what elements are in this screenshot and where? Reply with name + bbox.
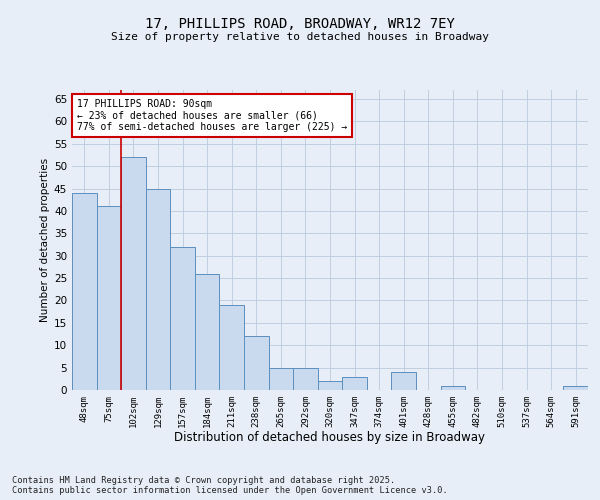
Bar (342, 376, 367, 390)
Bar (440, 386, 465, 390)
Text: 17, PHILLIPS ROAD, BROADWAY, WR12 7EY: 17, PHILLIPS ROAD, BROADWAY, WR12 7EY (145, 18, 455, 32)
Bar (170, 246, 195, 390)
Bar (220, 305, 244, 390)
Bar (195, 274, 220, 390)
Bar (563, 386, 588, 390)
Bar (121, 157, 146, 390)
Bar (72, 193, 97, 390)
Text: Contains HM Land Registry data © Crown copyright and database right 2025.
Contai: Contains HM Land Registry data © Crown c… (12, 476, 448, 495)
Bar (244, 336, 269, 390)
Y-axis label: Number of detached properties: Number of detached properties (40, 158, 50, 322)
Bar (318, 381, 342, 390)
Bar (146, 188, 170, 390)
Text: Size of property relative to detached houses in Broadway: Size of property relative to detached ho… (111, 32, 489, 42)
Bar (391, 372, 416, 390)
Bar (269, 368, 293, 390)
X-axis label: Distribution of detached houses by size in Broadway: Distribution of detached houses by size … (175, 432, 485, 444)
Bar (293, 368, 318, 390)
Text: 17 PHILLIPS ROAD: 90sqm
← 23% of detached houses are smaller (66)
77% of semi-de: 17 PHILLIPS ROAD: 90sqm ← 23% of detache… (77, 99, 347, 132)
Bar (97, 206, 121, 390)
